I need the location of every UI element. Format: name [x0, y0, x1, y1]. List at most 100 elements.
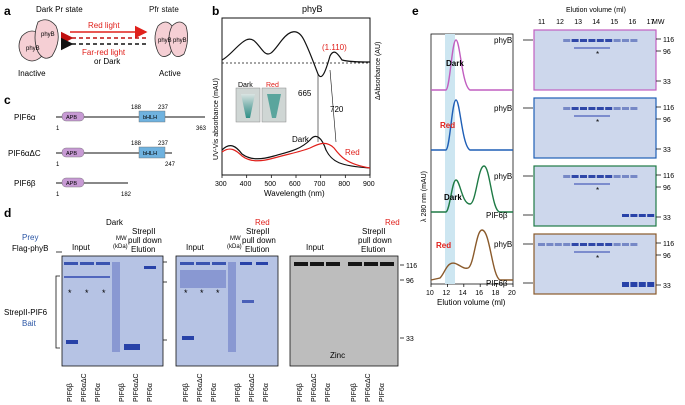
panel-letter-e: e [412, 4, 419, 18]
lane-label: PIF6α [379, 383, 386, 402]
mw-header: MW [116, 236, 127, 242]
or-dark-label: or Dark [94, 57, 121, 66]
elution-header: Elution [131, 245, 155, 254]
mw-marker: 96 [663, 49, 671, 56]
svg-text:bHLH: bHLH [143, 151, 157, 157]
sec-trace-3 [431, 165, 513, 213]
apb-domain [61, 111, 85, 122]
input-header: Input [306, 243, 325, 252]
x-tick-label: 500 [264, 181, 276, 188]
svg-text:*: * [68, 288, 72, 298]
x-tick-label: 20 [508, 290, 516, 297]
fraction-label: 11 [538, 19, 545, 26]
trace-label-3: Dark [444, 193, 462, 202]
spectrum-x-ticks: 300 400 500 600 700 800 900 [215, 175, 375, 188]
active-phyb-icon: phyB phyB [154, 21, 188, 57]
gel-dark-bands: * * * [64, 262, 156, 352]
sec-frame [430, 33, 514, 285]
sec-x-ticks: 10 12 14 16 18 20 [426, 284, 516, 297]
lane-label: PIF6β [119, 383, 126, 402]
sec-trace-2 [431, 99, 513, 151]
trace-label-1: Dark [446, 59, 464, 68]
strep-header: StrepII [132, 227, 156, 236]
svg-text:237: 237 [158, 105, 169, 111]
sample-photos: Dark Red [235, 82, 287, 123]
ylabel-left: UV-Vis absorbance (mAU) [213, 78, 220, 160]
mw-marker: 116 [406, 263, 417, 270]
x-tick-label: 800 [338, 181, 350, 188]
pif6b-label: PIF6β [486, 279, 508, 288]
inset-red-label: Red [266, 82, 279, 89]
input-header: Input [186, 243, 205, 252]
flag-phyb-label: Flag-phyB [12, 244, 48, 253]
mw-marker: 33 [663, 79, 671, 86]
x-tick-label: 400 [240, 181, 252, 188]
svg-text:*: * [102, 288, 106, 298]
ratio-label: (1.110) [322, 43, 347, 52]
x-tick-label: 18 [492, 290, 500, 297]
degradation-star: * [596, 118, 599, 127]
lane-label: PIF6β [235, 383, 242, 402]
lane-label: PIF6α [147, 383, 154, 402]
mw-marker: 33 [663, 215, 671, 222]
construct-pif6adc: PIF6αΔC [8, 149, 41, 158]
mw-marker: 116 [663, 105, 674, 112]
svg-text:237: 237 [158, 141, 169, 147]
degradation-star: * [596, 50, 599, 59]
bait-label: Bait [22, 319, 37, 328]
spectrum-title: phyB [302, 4, 323, 14]
inactive-phyb-icon: phyB phyB [18, 19, 59, 62]
panel-c: c PIF6α APB bHLH 188 237 1 363 PIF6αΔC A… [4, 93, 207, 198]
svg-text:188: 188 [131, 141, 142, 147]
phyb-label: phyB [494, 104, 512, 113]
svg-text:247: 247 [165, 162, 176, 168]
panel-d: d Prey Flag-phyB StrepII-PIF6 Bait Dark … [4, 206, 417, 402]
mw-marker: 33 [406, 336, 414, 343]
red-trace-label: Red [345, 148, 360, 157]
lane-label: PIF6α [95, 383, 102, 402]
svg-text:phyB: phyB [41, 32, 55, 38]
active-label: Active [159, 69, 181, 78]
svg-text:1: 1 [56, 162, 60, 168]
inactive-label: Inactive [18, 69, 46, 78]
phyb-label: phyB [494, 240, 512, 249]
kda-header: (kDa) [227, 244, 242, 250]
sec-trace-1 [431, 39, 513, 91]
bhlh-domain [138, 110, 166, 123]
spectrum-xlabel: Wavelength (nm) [264, 189, 325, 198]
x-tick-label: 900 [363, 181, 375, 188]
lane-label: PIF6β [67, 383, 74, 402]
sec-highlight [445, 34, 455, 284]
degradation-star: * [596, 254, 599, 263]
panel-letter-c: c [4, 93, 11, 107]
fraction-label: 15 [610, 19, 618, 26]
red-spectrum [221, 142, 371, 169]
gel-zinc-bands [294, 262, 394, 266]
peak-665-label: 665 [298, 89, 312, 98]
svg-text:phyB: phyB [26, 46, 40, 52]
panel-a: a Dark Pr state Pfr state phyB phyB phyB… [4, 4, 188, 78]
gel-mw-header: MW [652, 19, 665, 26]
svg-text:phyB: phyB [158, 38, 172, 44]
cond-red-2: Red [385, 218, 400, 227]
fraction-label: 14 [592, 19, 600, 26]
fraction-label: 16 [628, 19, 636, 26]
mw-header: MW [230, 236, 241, 242]
lane-label: PIF6αΔC [365, 373, 372, 402]
x-tick-label: 300 [215, 181, 227, 188]
ylabel-right: ΔAbsorbance (AU) [375, 42, 382, 100]
dark-trace-label: Dark [292, 135, 310, 144]
pulldown-header: pull down [128, 236, 162, 245]
elution-header: Elution [245, 245, 269, 254]
sec-trace-4 [430, 229, 513, 281]
x-tick-label: 10 [426, 290, 434, 297]
pulldown-header: pull down [242, 236, 276, 245]
pulldown-header: pull down [358, 236, 392, 245]
sec-ylabel: λ 280 nm (mAU) [421, 171, 428, 222]
lane-label: PIF6αΔC [133, 373, 140, 402]
construct-pif6b: PIF6β [14, 179, 36, 188]
mw-marker: 116 [663, 173, 674, 180]
mw-marker: 33 [663, 147, 671, 154]
svg-text:phyB: phyB [173, 38, 187, 44]
